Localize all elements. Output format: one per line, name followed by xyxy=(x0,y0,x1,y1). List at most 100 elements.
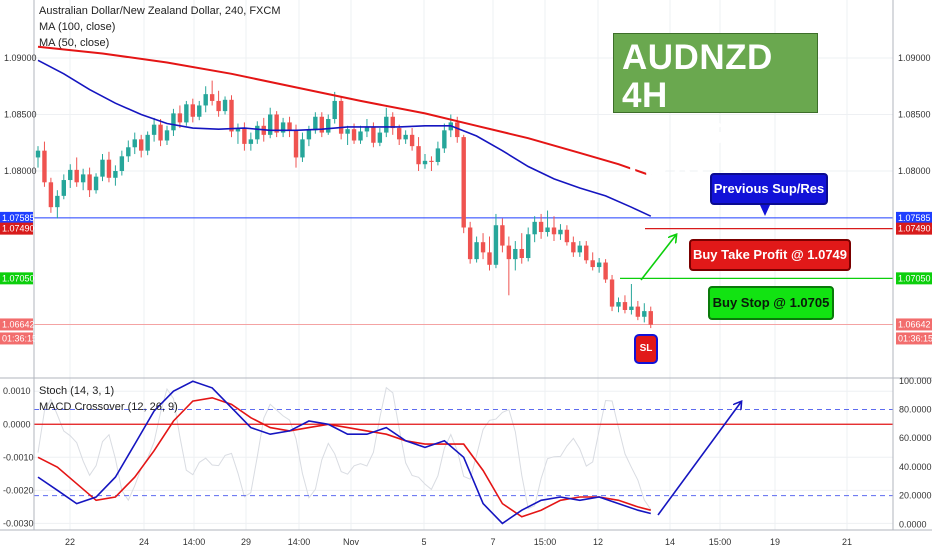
countdown-label-left-bg xyxy=(0,332,33,345)
candle-body xyxy=(287,122,292,131)
candle-body xyxy=(590,260,595,268)
candle-body xyxy=(87,174,92,191)
support-price-label-left: 1.07585 xyxy=(2,213,35,223)
candle-body xyxy=(35,150,41,158)
oscillator-pane xyxy=(34,380,893,525)
candle-body xyxy=(416,146,421,165)
candle-body xyxy=(629,306,634,310)
candle-body xyxy=(326,119,331,133)
support-price-label-right: 1.07585 xyxy=(898,213,931,223)
candle-body xyxy=(564,229,570,243)
current-price-label-left-bg xyxy=(0,318,33,331)
y-tick-label-left: 1.09000 xyxy=(4,53,37,63)
candle-body xyxy=(274,114,279,133)
candle-body xyxy=(268,114,273,135)
ma100-legend: MA (100, close) xyxy=(39,21,116,33)
candle-body xyxy=(403,134,408,140)
candle-body xyxy=(164,130,170,141)
osc-right-tick-label: 80.0000 xyxy=(899,405,932,415)
candle-body xyxy=(551,227,557,235)
candle-body xyxy=(596,262,602,268)
candle-body xyxy=(435,148,441,162)
candle-body xyxy=(145,134,150,151)
stoch-legend: Stoch (14, 3, 1) xyxy=(39,385,115,397)
osc-right-tick-label: 60.0000 xyxy=(899,433,932,443)
sup-res-pointer xyxy=(760,205,770,216)
candle-body xyxy=(306,130,312,140)
osc-right-tick-label: 0.0000 xyxy=(899,519,927,529)
y-tick-label-right: 1.08500 xyxy=(898,110,931,120)
candle-body xyxy=(455,122,460,138)
x-tick-label: 21 xyxy=(842,537,852,547)
macd-signal-line xyxy=(37,396,651,518)
x-tick-label: 14:00 xyxy=(183,537,206,547)
candle-body xyxy=(139,139,144,151)
y-tick-label-left: 1.08000 xyxy=(4,166,37,176)
candle-body xyxy=(474,242,479,260)
stoch-line xyxy=(37,386,652,510)
osc-left-tick-label: -0.0010 xyxy=(3,452,34,462)
x-tick-label: 22 xyxy=(65,537,75,547)
candle-body xyxy=(280,122,286,133)
stop-price-label-left: 1.07050 xyxy=(2,273,35,283)
candle-body xyxy=(487,252,492,265)
candle-body xyxy=(126,147,131,157)
candle-body xyxy=(209,94,215,101)
candle-body xyxy=(338,100,344,134)
candle-body xyxy=(532,221,537,235)
candle-body xyxy=(216,100,221,112)
candle-body xyxy=(158,124,163,141)
candle-body xyxy=(648,311,653,325)
macd-legend: MACD Crossover (12, 26, 9) xyxy=(39,401,178,413)
candle-body xyxy=(371,126,376,143)
candle-body xyxy=(493,225,499,265)
candle-body xyxy=(577,245,582,253)
candle-body xyxy=(255,125,260,140)
candle-body xyxy=(377,132,383,143)
osc-left-tick-label: 0.0010 xyxy=(3,386,31,396)
candle-body xyxy=(571,242,576,253)
trade-title-line1: AUDNZD 4H xyxy=(622,38,773,115)
candle-body xyxy=(358,131,363,141)
candle-body xyxy=(61,180,66,196)
tp-price-label-left-bg xyxy=(0,222,33,235)
candles xyxy=(35,80,653,329)
x-tick-label: 7 xyxy=(490,537,495,547)
previous-sup-res-callout: Previous Sup/Res xyxy=(710,173,828,205)
osc-right-tick-label: 20.0000 xyxy=(899,491,932,501)
support-price-label-right-bg xyxy=(896,211,932,224)
candle-body xyxy=(177,113,183,123)
candle-body xyxy=(151,124,157,135)
candle-body xyxy=(197,105,202,117)
candle-body xyxy=(74,169,79,183)
candle-body xyxy=(364,126,370,132)
candle-body xyxy=(603,262,608,280)
candle-body xyxy=(113,171,118,178)
candle-body xyxy=(293,130,299,158)
candle-body xyxy=(235,128,241,132)
macd-main-line xyxy=(37,380,651,525)
countdown-label-left: 01:36:15 xyxy=(2,333,37,343)
blue-arrow xyxy=(657,402,741,516)
support-price-label-left-bg xyxy=(0,211,33,224)
y-tick-label-right: 1.09000 xyxy=(898,53,931,63)
tp-price-label-left: 1.07490 xyxy=(2,224,35,234)
x-tick-label: 12 xyxy=(593,537,603,547)
candle-body xyxy=(390,116,395,129)
osc-right-tick-label: 40.0000 xyxy=(899,462,932,472)
candle-body xyxy=(461,137,466,228)
candle-body xyxy=(132,139,137,148)
stop-price-label-right: 1.07050 xyxy=(898,273,931,283)
stop-price-label-right-bg xyxy=(896,272,932,285)
candle-body xyxy=(171,113,176,131)
candle-body xyxy=(68,169,73,181)
osc-left-tick-label: -0.0030 xyxy=(3,518,34,528)
ma50-legend: MA (50, close) xyxy=(39,37,110,49)
take-profit-callout: Buy Take Profit @ 1.0749 xyxy=(689,239,851,271)
current-price-label-right: 1.06642 xyxy=(898,319,931,329)
candle-body xyxy=(345,129,350,134)
candle-body xyxy=(319,116,324,133)
candle-body xyxy=(332,100,337,120)
